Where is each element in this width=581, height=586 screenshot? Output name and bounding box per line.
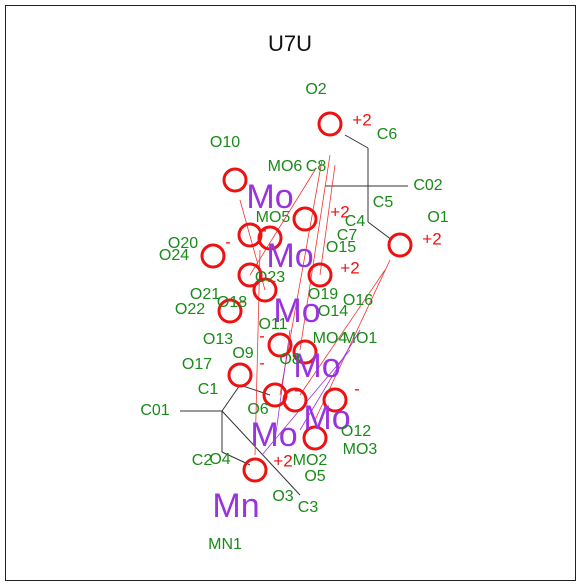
atom-label: O13 [203, 331, 233, 348]
atom-label: O10 [210, 134, 240, 151]
element-symbol: Mn [212, 487, 259, 525]
charge: - [225, 232, 231, 251]
atom-label: O3 [272, 488, 293, 505]
atom-label: O22 [175, 301, 205, 318]
atom-label: O12 [341, 423, 371, 440]
atom-label: C2 [192, 452, 213, 469]
atom-label: C02 [413, 177, 442, 194]
charge: +2 [340, 258, 359, 277]
atom-label: C01 [140, 402, 169, 419]
atom-label: O11 [258, 316, 287, 333]
atom-label: C5 [373, 194, 394, 211]
element-symbol: Mo [250, 416, 297, 454]
atom-label: MO1 [343, 330, 378, 347]
atom-label: O20 [168, 235, 198, 252]
title: U7U [268, 31, 312, 56]
atom-label: C1 [198, 381, 219, 398]
element-symbol: Mo [273, 292, 320, 330]
charge: +2 [273, 451, 292, 470]
atom-label: MO5 [256, 209, 291, 226]
element-symbol: Mo [303, 399, 350, 437]
atom-label: O19 [308, 286, 338, 303]
charge: +2 [330, 202, 349, 221]
oxygen-circles [200, 111, 413, 483]
atom-label: MN1 [208, 536, 242, 553]
element-symbol: Mo [266, 237, 313, 275]
atom-label: C7 [337, 227, 358, 244]
atom-label: C6 [377, 126, 398, 143]
atom-label: O6 [247, 401, 268, 418]
element-symbol: Mo [293, 347, 340, 385]
atom-label: C8 [306, 158, 327, 175]
charge: - [240, 291, 246, 310]
atom-label: MO2 [293, 452, 328, 469]
atom-label: O9 [232, 345, 253, 362]
atom-label: C4 [345, 213, 366, 230]
atom-label: O21 [190, 286, 220, 303]
atom-label: O17 [182, 356, 212, 373]
atom-label: C3 [298, 499, 319, 516]
charge: - [354, 379, 360, 398]
bonds [180, 134, 408, 496]
atom-label: MO4 [313, 330, 348, 347]
atom-label: O4 [209, 451, 230, 468]
atom-label: O5 [304, 468, 325, 485]
atom-label: MO6 [268, 158, 303, 175]
atom-label: O14 [318, 303, 348, 320]
atom-label: O23 [255, 269, 285, 286]
charge: - [259, 326, 265, 345]
atom-label: O2 [305, 81, 326, 98]
atom-label: MO3 [343, 441, 378, 458]
atom-label: O16 [343, 292, 373, 309]
charge: - [294, 380, 300, 399]
atom-label: O1 [427, 209, 448, 226]
atom-label: O24 [159, 247, 189, 264]
element-symbol: Mo [246, 178, 293, 216]
atom-label: O8 [279, 351, 300, 368]
charge: - [261, 220, 267, 239]
charge: - [259, 353, 265, 372]
atom-label: O18 [217, 294, 247, 311]
atom-label: O15 [326, 239, 356, 256]
charge: +2 [352, 110, 371, 129]
charge: +2 [422, 229, 441, 248]
